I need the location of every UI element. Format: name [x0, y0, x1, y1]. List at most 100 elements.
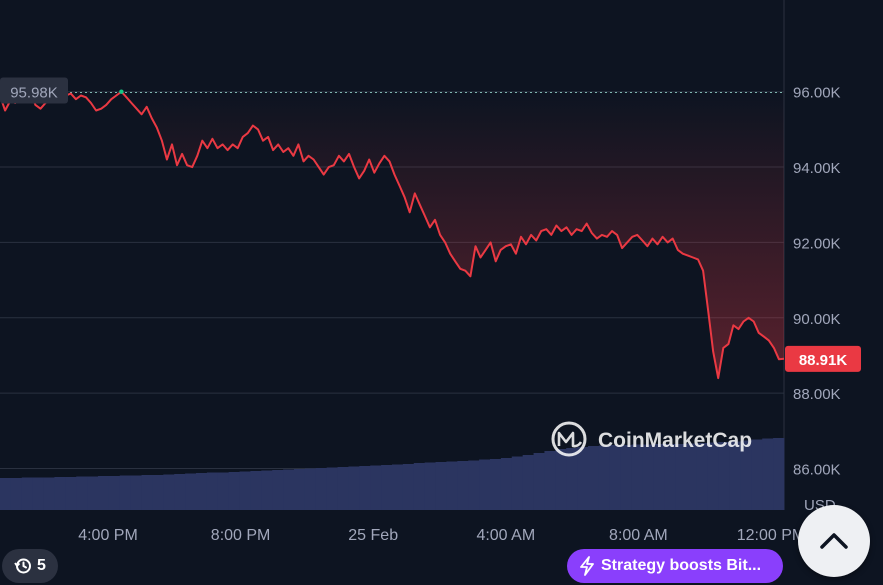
volume-bar	[555, 449, 567, 510]
volume-bar	[522, 455, 534, 510]
volume-bar	[392, 464, 404, 510]
news-text: Strategy boosts Bit...	[601, 557, 762, 574]
volume-bar	[196, 473, 208, 510]
volume-bar	[174, 474, 186, 510]
news-pill[interactable]: Strategy boosts Bit...	[567, 549, 783, 583]
volume-bar	[119, 475, 132, 510]
volume-bar	[359, 466, 371, 510]
volume-bar	[337, 467, 349, 510]
y-axis: 86.00K 88.00K 90.00K 92.00K 94.00K 96.00K	[793, 85, 841, 479]
y-tick-label: 90.00K	[793, 311, 841, 328]
history-badge[interactable]: 5	[2, 549, 58, 583]
chevron-up-icon	[820, 533, 848, 549]
volume-bar	[87, 476, 99, 510]
x-tick-label: 8:00 PM	[211, 527, 271, 544]
volume-bar	[500, 458, 513, 510]
volume-bar	[577, 447, 589, 510]
x-tick-label: 12:00 PM	[737, 527, 805, 544]
y-tick-label: 86.00K	[793, 461, 841, 478]
y-tick-label: 96.00K	[793, 85, 841, 102]
volume-bar	[163, 474, 175, 510]
watermark: CoinMarketCap	[551, 421, 752, 457]
volume-bar	[533, 453, 545, 510]
volume-bar	[631, 444, 643, 510]
price-area-fill	[0, 92, 784, 379]
volume-bar	[468, 460, 480, 510]
volume-bar	[751, 439, 763, 510]
volume-bar	[261, 470, 273, 510]
x-tick-label: 4:00 AM	[476, 527, 535, 544]
volume-bar	[348, 466, 360, 510]
volume-bar	[185, 473, 197, 510]
scroll-top-button[interactable]	[798, 505, 870, 577]
volume-bar	[609, 445, 622, 510]
volume-bar	[588, 446, 600, 510]
volume-bar	[381, 465, 393, 510]
volume-bar	[326, 467, 338, 510]
volume-bar	[108, 476, 121, 510]
volume-bar	[32, 477, 44, 510]
volume-bar	[239, 471, 251, 510]
x-tick-label: 4:00 PM	[78, 527, 138, 544]
volume-bar	[283, 469, 295, 510]
x-tick-label: 25 Feb	[348, 527, 398, 544]
volume-bar	[435, 462, 447, 510]
volume-bar	[479, 459, 491, 510]
volume-bar	[315, 468, 328, 510]
volume-bar	[446, 461, 458, 510]
volume-bar	[696, 443, 709, 510]
volume-bar	[152, 475, 164, 510]
volume-bar	[566, 448, 578, 510]
volume-bar	[490, 459, 502, 510]
volume-bar	[413, 463, 426, 510]
volume-bar	[511, 456, 524, 510]
watermark-text: CoinMarketCap	[598, 429, 752, 452]
volume-bar	[762, 438, 774, 510]
volume-bar	[718, 442, 730, 510]
volume-bar	[294, 469, 306, 510]
y-tick-label: 92.00K	[793, 235, 841, 252]
volume-bar	[707, 442, 720, 510]
volume-bar	[544, 451, 556, 510]
volume-bar	[43, 477, 55, 510]
volume-bar	[740, 440, 752, 510]
volume-bar	[130, 475, 142, 510]
volume-bar	[653, 444, 665, 510]
price-line[interactable]	[0, 90, 785, 380]
history-icon	[14, 558, 32, 574]
volume-bar	[370, 465, 382, 510]
y-tick-label: 88.00K	[793, 386, 841, 403]
volume-bar	[304, 468, 317, 510]
volume-bar	[141, 475, 153, 510]
volume-bar	[598, 445, 611, 510]
coinmarketcap-logo-icon	[551, 421, 587, 457]
volume-bar	[98, 476, 110, 510]
current-price-tag: 88.91K	[785, 345, 861, 372]
lightning-icon	[580, 556, 594, 576]
volume-bars	[0, 438, 785, 510]
volume-bar	[686, 443, 698, 510]
x-tick-label: 8:00 AM	[609, 527, 668, 544]
volume-bar	[217, 472, 230, 510]
open-price-tag: 95.98K	[0, 77, 68, 104]
volume-bar	[402, 464, 415, 510]
volume-bar	[21, 477, 34, 510]
volume-bar	[10, 478, 23, 510]
history-count: 5	[37, 557, 46, 574]
volume-bar	[206, 472, 219, 510]
volume-bar	[729, 441, 741, 510]
current-price-label: 88.91K	[799, 352, 848, 369]
peak-marker	[119, 89, 124, 94]
volume-bar	[65, 477, 77, 510]
volume-bar	[76, 476, 88, 510]
volume-bar	[54, 477, 66, 510]
volume-bar	[228, 472, 240, 510]
volume-bar	[0, 478, 12, 510]
volume-bar	[773, 438, 785, 510]
volume-bar	[250, 471, 262, 510]
volume-bar	[675, 444, 687, 510]
y-tick-label: 94.00K	[793, 160, 841, 177]
x-axis: 4:00 PM 8:00 PM 25 Feb 4:00 AM 8:00 AM 12:00 …	[78, 527, 805, 544]
volume-bar	[664, 444, 676, 510]
